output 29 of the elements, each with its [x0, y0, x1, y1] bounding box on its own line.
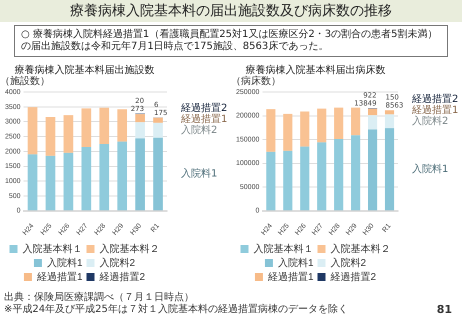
legend-label: 入院料2	[100, 256, 136, 269]
text: 経過措置1	[412, 104, 458, 116]
text: 81	[436, 303, 452, 316]
chart-title: 療養病棟入院基本料届出施設数	[14, 64, 154, 76]
legend-label: 経過措置2	[98, 270, 146, 283]
text: ○ 療養病棟入院料経過措置1（看護職員配置25対1又は医療区分2・3の割合の患者5割未満）の届出施設数は令和元年7月1日時点で175施設、8563床であった。	[14, 25, 448, 57]
legend-label: 入院料1	[46, 256, 83, 269]
legend-label: 入院基本料１	[22, 242, 82, 255]
source-note: 出典：保険局医療課調べ（７月１日時点）	[4, 292, 194, 303]
legend-label: 経過措置1	[266, 270, 314, 283]
legend-label: 入院基本料１	[254, 242, 314, 255]
text: ※平成24年及び平成25年は７対１入院基本料の経過措置病棟のデータを除く	[4, 304, 348, 315]
legend-label: 入院基本料２	[100, 242, 160, 255]
text: 入院料2	[181, 124, 218, 136]
y-axis-title: （施設数）	[0, 75, 50, 87]
legend-label: 入院基本料２	[330, 242, 390, 255]
legend-label: 経過措置1	[36, 270, 83, 283]
text: 入院料1	[412, 164, 448, 175]
text: 入院料2	[412, 116, 448, 127]
text: 経過措置2	[181, 102, 228, 114]
text: 入院料1	[181, 168, 218, 180]
text: 経過措置2	[412, 94, 458, 105]
text: 経過措置1	[181, 114, 228, 125]
text: 療養病棟入院基本料の届出施設数及び病床数の推移	[0, 0, 462, 22]
chart-title: 療養病棟入院基本料届出病床数	[246, 64, 386, 76]
legend-label: 入院料1	[278, 256, 314, 269]
y-axis-title: （病床数）	[231, 75, 281, 87]
legend-label: 経過措置2	[330, 270, 376, 283]
legend-label: 入院料2	[330, 256, 366, 269]
